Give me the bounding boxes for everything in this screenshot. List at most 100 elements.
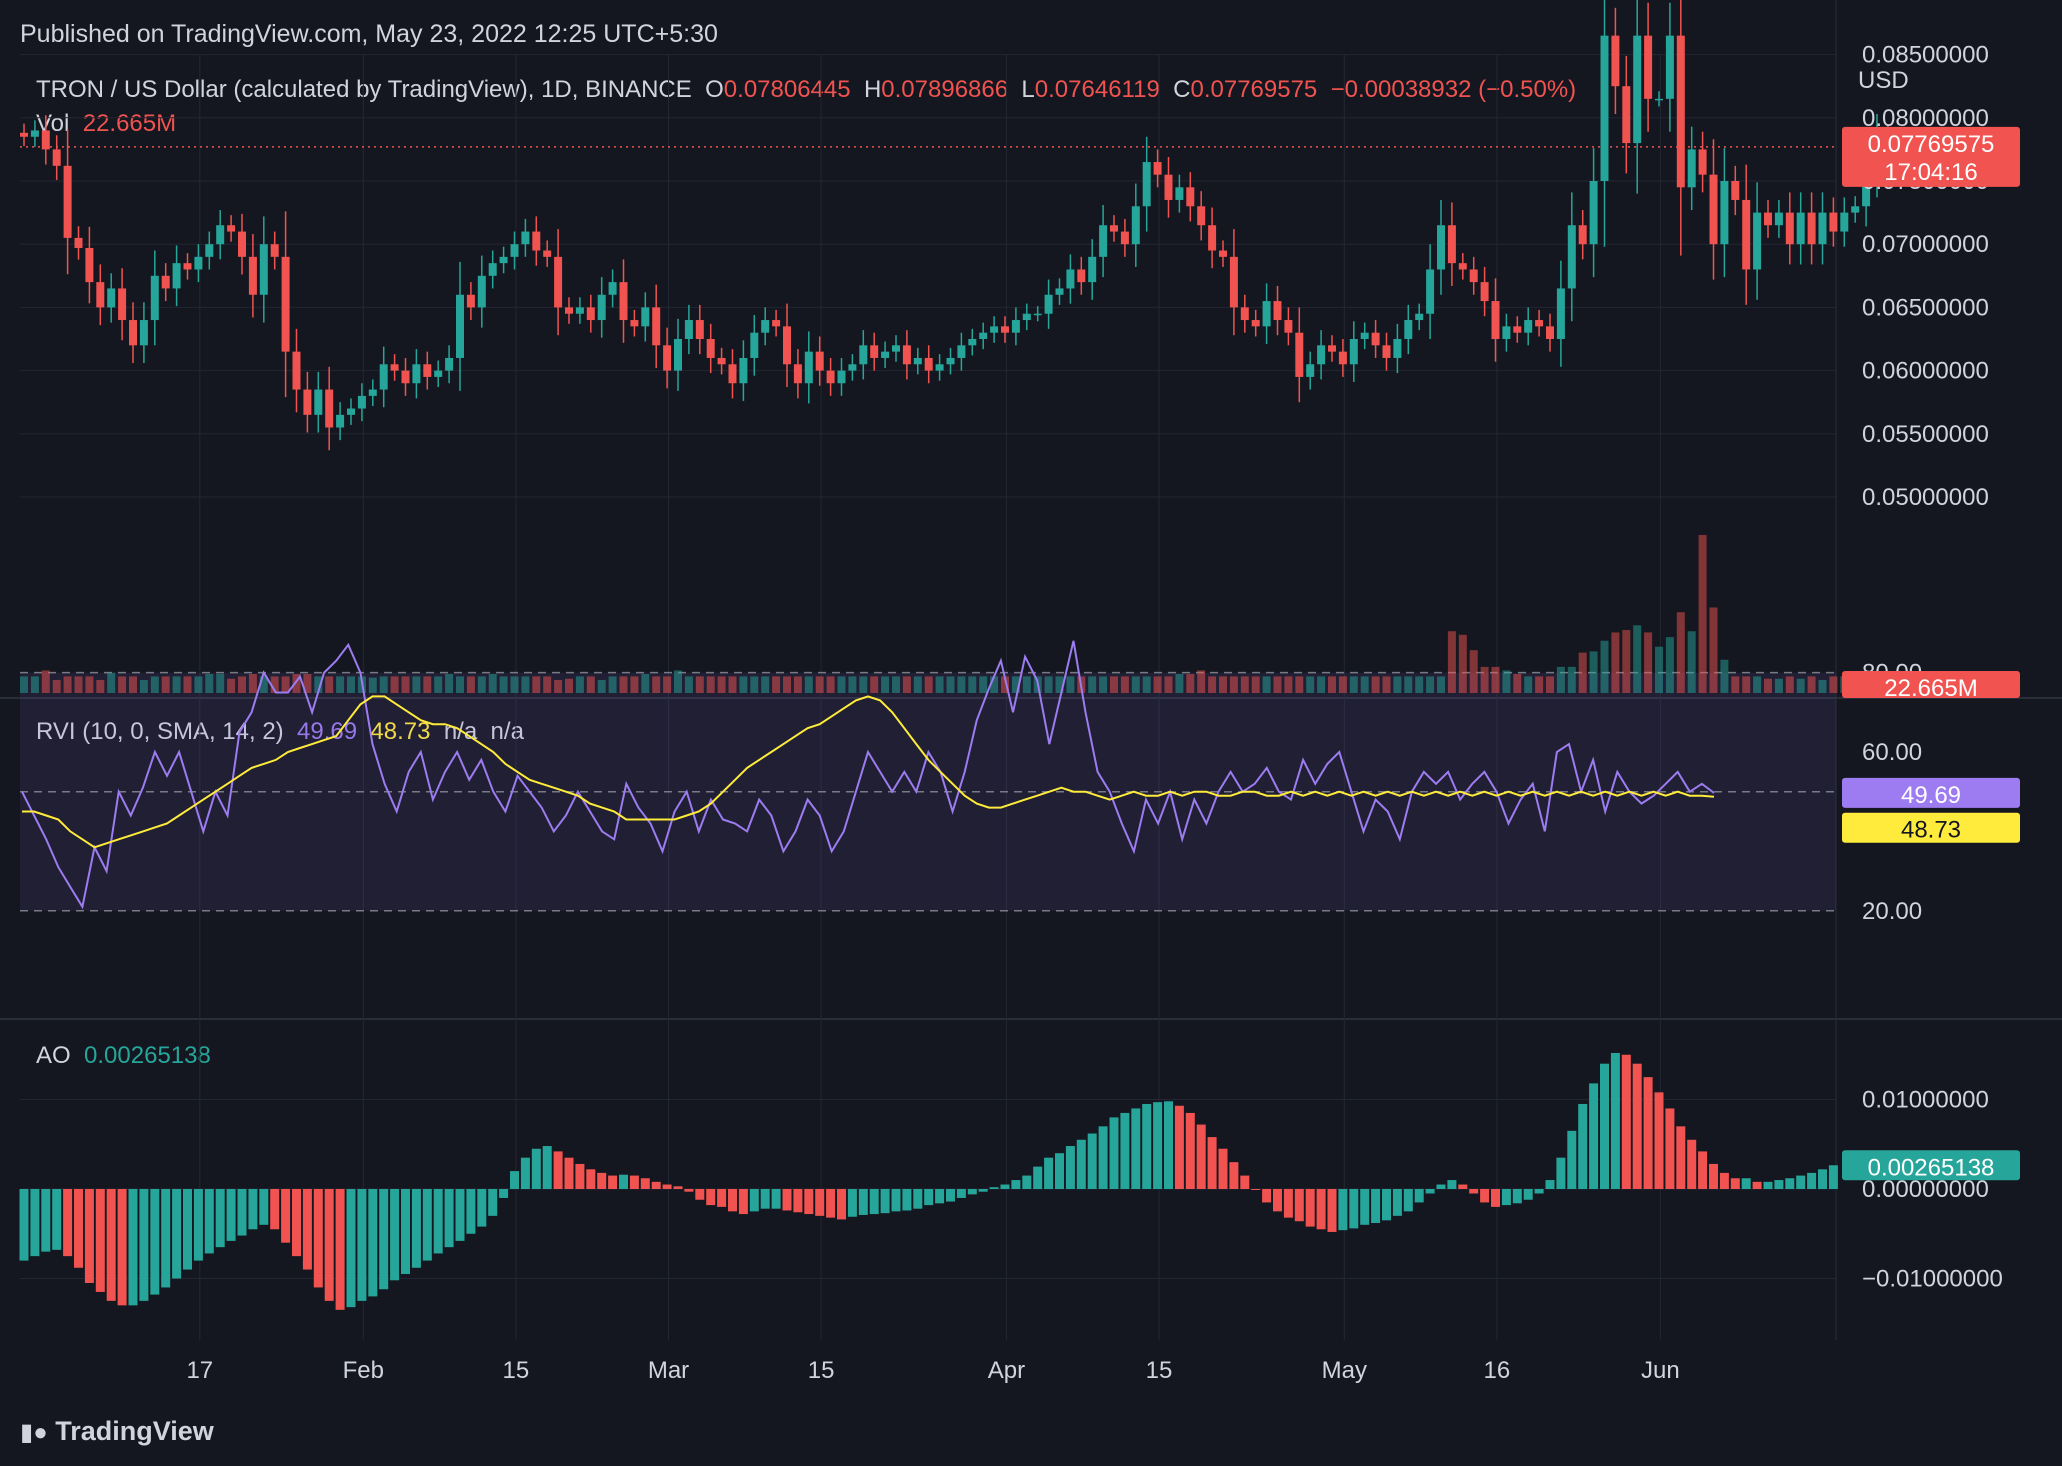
candle-body [85,247,94,283]
candle-body [1698,149,1707,175]
volume-bar [1546,676,1554,693]
rvi-sma-line [22,695,1715,849]
ao-bar [1349,1189,1359,1229]
candle-body [1262,301,1271,327]
candle-body [1284,320,1293,333]
volume-bar [434,676,443,693]
candle-body [717,357,726,365]
volume-bar [652,676,661,693]
candle [1687,126,1696,211]
candle-body [347,408,355,415]
volume-bar [1371,676,1380,693]
volume-bar [1066,676,1075,693]
ao-bar [1392,1189,1402,1216]
ao-label[interactable]: AO [36,1042,71,1069]
ao-bar [281,1189,291,1243]
candle-body [1404,320,1413,339]
candle-body [1731,181,1740,200]
ao-bar [1218,1148,1228,1189]
candle-body [96,282,105,308]
candle [183,253,192,280]
candle-body [641,307,650,327]
volume-bar [1011,676,1020,693]
published-note: Published on TradingView.com, May 23, 20… [20,20,718,48]
ao-bar [1501,1189,1511,1206]
volume-bar [1655,646,1663,693]
candle [674,318,682,391]
rvi-sma-value: 48.73 [370,718,430,745]
x-tick-label: Feb [343,1357,384,1384]
price-badge-text: 17:04:16 [1884,159,1977,186]
volume-bar [1535,676,1544,693]
volume-bar [1208,676,1217,693]
candle-body [586,307,595,321]
ao-bar [335,1189,345,1310]
symbol-label[interactable]: TRON / US Dollar (calculated by TradingV… [36,76,692,103]
candle [379,346,388,408]
candle [161,263,170,302]
candle [1774,199,1783,238]
candle-body [946,357,955,365]
volume-bar [107,672,116,693]
volume-bar [292,673,301,693]
volume-bar [859,676,868,693]
rvi-sma-badge: 48.73 [1842,812,2020,844]
candle [368,379,377,406]
candle [1284,307,1293,346]
ao-bar [542,1146,552,1189]
candle-body [1480,282,1489,302]
vol-label[interactable]: Vol [36,110,70,137]
candle [706,323,715,374]
candle-body [466,294,475,308]
ao-bar [1153,1102,1163,1189]
candle [804,331,813,404]
ao-bar [1818,1169,1827,1189]
volume-bar [1611,632,1620,693]
candle [1480,266,1489,317]
volume-bar [1360,676,1369,693]
ao-bar [553,1151,563,1189]
candle [1611,7,1620,115]
candle [1513,316,1522,343]
candle-body [303,389,312,415]
candle [227,215,236,242]
candle-body [1306,364,1315,377]
candle [979,322,988,350]
candle-body [161,275,170,289]
rvi-label[interactable]: RVI (10, 0, SMA, 14, 2) [36,718,284,745]
candle-body [379,364,388,390]
ao-bar [1687,1139,1697,1189]
candle [1524,307,1533,346]
candle [412,349,421,399]
ao-badge-bg [1842,1150,2020,1181]
ao-bar [1076,1139,1086,1189]
candle [532,216,541,266]
ao-bar [662,1184,672,1189]
candle-body [238,231,246,257]
candle [347,398,355,425]
candle [1262,283,1271,345]
candle-body [1753,212,1762,270]
candle-body [1589,181,1598,245]
ao-bar [1131,1108,1141,1189]
candle [1796,192,1805,265]
volume-bar [1382,676,1391,693]
ao-bar [237,1189,247,1236]
candle-body [107,288,116,308]
volume-bar [1295,676,1304,693]
ao-bar [19,1189,29,1261]
ao-bar [1589,1083,1599,1189]
candle [85,226,94,304]
candle-body [772,320,781,327]
candle-body [1229,256,1238,308]
volume-bar [1088,676,1097,693]
volume-bar [990,676,999,693]
footer-brand[interactable]: ▮● TradingView [20,1416,214,1447]
candle [238,213,246,275]
candle-body [74,237,83,248]
candle-body [1720,181,1729,245]
volume-bar [1807,676,1816,693]
candle [772,309,781,337]
volume-bar [1785,676,1794,693]
